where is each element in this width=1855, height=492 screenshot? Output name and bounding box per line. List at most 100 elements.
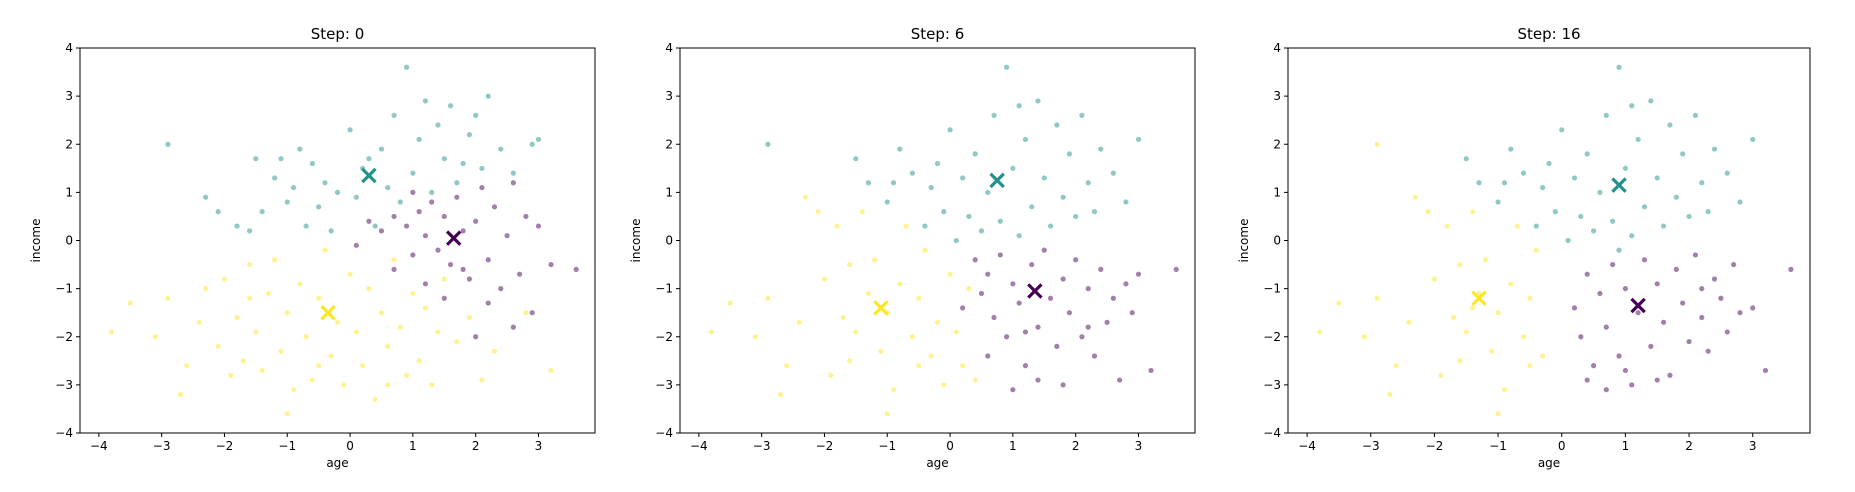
data-point: [1527, 295, 1533, 301]
data-point: [978, 290, 985, 297]
data-point: [1010, 281, 1016, 287]
data-point: [947, 271, 953, 277]
chart-title: Step: 16: [1517, 25, 1580, 43]
data-point: [498, 286, 504, 292]
data-point: [435, 247, 441, 253]
y-axis-label: income: [629, 219, 643, 263]
centroid-stroke: [320, 304, 336, 321]
data-point: [853, 329, 859, 335]
data-point: [1047, 223, 1054, 229]
data-point: [1393, 363, 1399, 369]
data-point: [1457, 261, 1463, 268]
x-tick-label: −2: [816, 439, 834, 453]
data-point: [1110, 295, 1116, 301]
data-point: [447, 103, 454, 109]
data-point: [460, 160, 466, 167]
centroid-stroke: [1630, 297, 1646, 314]
y-tick-label: −2: [1263, 330, 1281, 344]
y-tick-label: 3: [1273, 89, 1281, 103]
data-point: [1737, 199, 1743, 205]
data-point: [1654, 377, 1660, 383]
x-axis-label: age: [926, 456, 948, 470]
data-point: [460, 228, 466, 234]
data-point: [1603, 324, 1609, 330]
data-point: [290, 387, 297, 393]
x-tick-label: 2: [1685, 439, 1693, 453]
axes-frame: [1287, 47, 1811, 434]
data-point: [410, 170, 416, 176]
data-point: [366, 286, 372, 292]
x-axis-label: age: [326, 456, 348, 470]
data-point: [1073, 257, 1079, 263]
scatter-panel: −4 −3 −2 −1 0 1 2 3 −4 −3 −2 −1 0 1 2 3 4 Step: 6 age incom…: [629, 25, 1196, 470]
chart-title: Step: 6: [911, 25, 965, 43]
data-point: [422, 233, 429, 239]
data-point: [309, 377, 315, 383]
data-point: [1066, 151, 1072, 157]
data-point: [821, 276, 828, 282]
data-point: [1110, 170, 1116, 176]
data-point: [460, 266, 466, 272]
data-point: [1520, 334, 1527, 340]
data-point: [441, 213, 447, 220]
data-point: [372, 396, 378, 402]
x-tick-label: 1: [1009, 439, 1017, 453]
data-point: [1635, 136, 1641, 143]
x-tick-label: 0: [1558, 439, 1566, 453]
data-point: [1060, 276, 1066, 282]
data-point: [165, 295, 171, 301]
data-point: [1098, 266, 1104, 272]
data-point: [422, 98, 429, 104]
data-point: [1135, 136, 1142, 143]
x-tick-label: 1: [1622, 439, 1630, 453]
data-point: [1641, 257, 1648, 263]
x-tick-label: 0: [946, 439, 954, 453]
data-point: [177, 391, 184, 398]
data-point: [1616, 64, 1622, 70]
data-point: [1660, 223, 1667, 229]
data-point: [828, 372, 834, 378]
data-point: [1667, 122, 1673, 128]
data-point: [1750, 305, 1756, 311]
data-point: [1091, 209, 1098, 215]
data-point: [960, 305, 966, 311]
data-point: [127, 300, 133, 306]
y-tick-label: 4: [1273, 41, 1281, 55]
data-point: [1022, 136, 1029, 143]
data-point: [1412, 194, 1418, 200]
data-point: [1533, 247, 1539, 253]
data-point: [1029, 204, 1035, 210]
data-point: [1463, 156, 1469, 162]
data-point: [727, 300, 733, 306]
data-point: [1552, 209, 1558, 215]
x-tick-label: −2: [1426, 439, 1444, 453]
data-point: [1597, 189, 1603, 195]
data-point: [985, 271, 991, 277]
data-point: [922, 247, 928, 253]
data-point: [466, 314, 472, 321]
data-point: [853, 156, 859, 162]
data-point: [1085, 324, 1091, 330]
chart-title: Step: 0: [311, 25, 365, 43]
data-point: [309, 160, 315, 167]
data-point: [378, 228, 385, 234]
data-point: [1641, 204, 1648, 210]
data-point: [391, 112, 397, 118]
y-tick-label: 4: [665, 41, 673, 55]
y-axis-label: income: [29, 219, 43, 263]
axes-frame: [79, 47, 596, 434]
data-point: [752, 334, 758, 340]
data-point: [1060, 194, 1066, 200]
data-point: [1010, 387, 1016, 393]
data-point: [1450, 314, 1457, 321]
data-point: [385, 343, 391, 349]
data-point: [1073, 213, 1079, 220]
data-point: [479, 184, 485, 191]
data-point: [1457, 358, 1463, 364]
data-point: [403, 223, 410, 229]
data-point: [378, 146, 385, 152]
y-tick-label: 0: [665, 234, 673, 248]
data-point: [1648, 98, 1654, 104]
data-point: [922, 223, 928, 229]
